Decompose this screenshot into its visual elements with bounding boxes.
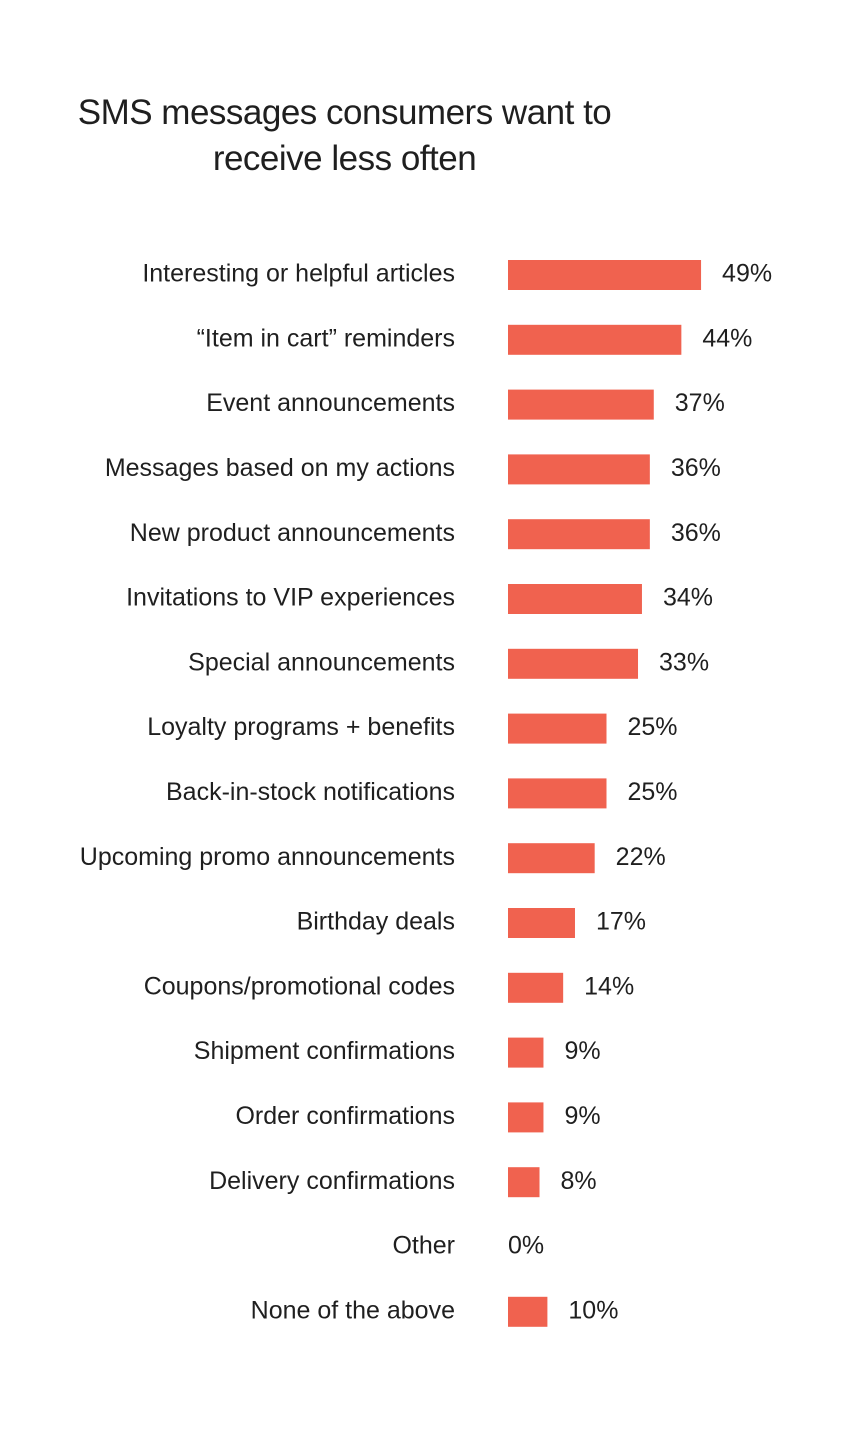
bar — [508, 713, 607, 744]
bar — [508, 584, 642, 614]
bar — [508, 519, 650, 550]
value-label: 10% — [568, 1296, 618, 1324]
value-label: 14% — [584, 972, 634, 1000]
category-label: Invitations to VIP experiences — [126, 584, 455, 612]
category-label: Loyalty programs + benefits — [147, 713, 455, 741]
bar — [508, 648, 639, 679]
value-label: 44% — [702, 324, 752, 352]
value-label: 49% — [722, 260, 772, 288]
bar — [508, 260, 702, 290]
value-label: 25% — [628, 778, 678, 806]
bar — [508, 1296, 548, 1327]
bar — [508, 1102, 544, 1133]
category-label: Birthday deals — [297, 908, 455, 936]
category-label: New product announcements — [130, 519, 455, 547]
category-label: Interesting or helpful articles — [142, 260, 455, 288]
chart-title: SMS messages consumers want to receive l… — [77, 93, 612, 178]
bar — [508, 1167, 540, 1198]
bar — [508, 389, 654, 420]
category-label: Messages based on my actions — [105, 454, 455, 482]
category-label: Other — [392, 1232, 455, 1260]
value-label: 22% — [616, 843, 666, 871]
value-label: 8% — [561, 1167, 597, 1195]
category-label: Event announcements — [206, 389, 455, 417]
bar — [508, 1037, 544, 1068]
category-label: Order confirmations — [235, 1102, 455, 1130]
value-label: 37% — [675, 389, 725, 417]
category-label: Shipment confirmations — [194, 1037, 455, 1065]
bar — [508, 324, 682, 355]
bar — [508, 843, 595, 874]
value-label: 9% — [564, 1102, 600, 1130]
bar — [508, 778, 607, 809]
value-label: 36% — [671, 454, 721, 482]
category-label: Special announcements — [188, 648, 455, 676]
value-label: 25% — [628, 713, 678, 741]
category-label: Coupons/promotional codes — [144, 972, 455, 1000]
value-label: 9% — [564, 1037, 600, 1065]
value-label: 34% — [663, 584, 713, 612]
value-label: 0% — [508, 1232, 544, 1260]
bar — [508, 454, 650, 485]
category-label: “Item in cart” reminders — [197, 324, 455, 352]
category-label: Upcoming promo announcements — [80, 843, 455, 871]
bar — [508, 908, 575, 938]
category-label: None of the above — [251, 1296, 455, 1324]
category-label: Back-in-stock notifications — [166, 778, 455, 806]
value-label: 36% — [671, 519, 721, 547]
value-label: 17% — [596, 908, 646, 936]
value-label: 33% — [659, 648, 709, 676]
bar — [508, 972, 564, 1003]
category-label: Delivery confirmations — [209, 1167, 455, 1195]
